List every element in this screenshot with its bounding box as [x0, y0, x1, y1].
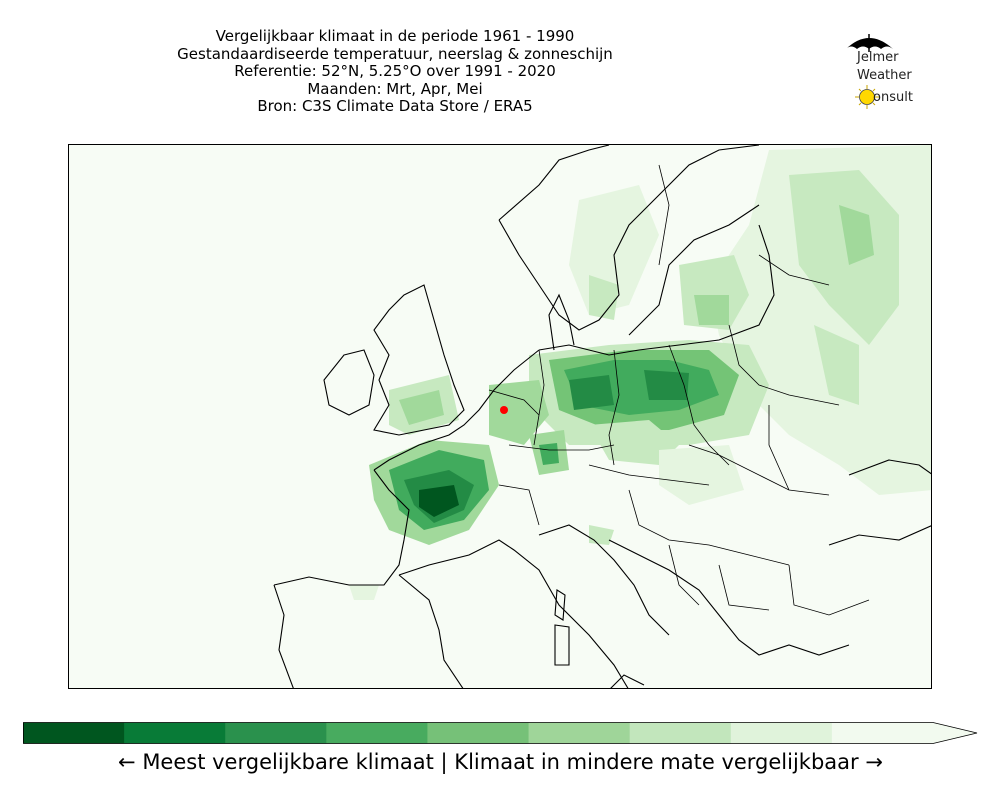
title-line-4: Maanden: Mrt, Apr, Mei	[307, 79, 483, 98]
field-uk-mid	[399, 390, 444, 425]
colorbar-segment	[427, 722, 530, 744]
field-germany-darker	[569, 375, 614, 410]
field-romania	[659, 445, 744, 505]
sun-icon	[855, 85, 879, 109]
colorbar-segment	[629, 722, 732, 744]
colorbar-segment	[225, 722, 327, 744]
similarity-fields	[349, 145, 931, 600]
field-east-small-1	[839, 205, 874, 265]
colorbar-caption: ← Meest vergelijkbare klimaat | Klimaat …	[118, 750, 883, 774]
colorbar-segment	[326, 722, 428, 744]
umbrella-icon	[846, 34, 893, 52]
colorbar-segment	[831, 722, 934, 744]
logo-text-consult: onsult	[873, 90, 913, 105]
title-line-5: Bron: C3S Climate Data Store / ERA5	[257, 97, 533, 115]
colorbar-outline	[23, 722, 978, 744]
colorbar-segment	[528, 722, 631, 744]
coastlines	[273, 145, 931, 688]
logo-text-weather: Weather	[857, 68, 912, 83]
field-poland-darker	[644, 370, 689, 400]
title-line-3: Referentie: 52°N, 5.25°O over 1991 - 202…	[234, 62, 556, 80]
colorbar-segment	[124, 722, 226, 744]
field-lithuania	[679, 255, 749, 330]
field-scandinavia-mid	[589, 275, 619, 320]
climate-map	[68, 144, 932, 689]
reference-location-marker	[500, 406, 508, 414]
country-borders	[488, 164, 870, 616]
map-canvas	[273, 145, 931, 688]
field-lithuania-mid	[694, 295, 729, 325]
colorbar-segment	[730, 722, 833, 744]
logo-graphics	[846, 34, 893, 109]
field-alps-dark	[539, 443, 559, 465]
field-spain-patch	[349, 585, 379, 600]
field-balkans-patch	[589, 525, 614, 545]
logo-text-jelmer: Jelmer	[857, 50, 899, 65]
map-title: Vergelijkbaar klimaat in de periode 1961…	[95, 27, 695, 116]
colorbar-extend-arrow	[933, 722, 977, 744]
field-east-mid	[789, 170, 899, 345]
colorbar-segment	[23, 722, 125, 744]
field-east-small-2	[814, 325, 859, 405]
field-czech	[589, 420, 679, 465]
title-line-2: Gestandaardiseerde temperatuur, neerslag…	[177, 44, 613, 63]
brand-logo: Jelmer Weather onsult	[840, 30, 935, 110]
colorbar-graphic	[23, 722, 978, 744]
field-benelux	[489, 380, 549, 445]
title-line-1: Vergelijkbaar klimaat in de periode 1961…	[215, 27, 575, 45]
colorbar	[23, 722, 978, 744]
field-france-darkest	[419, 485, 459, 517]
